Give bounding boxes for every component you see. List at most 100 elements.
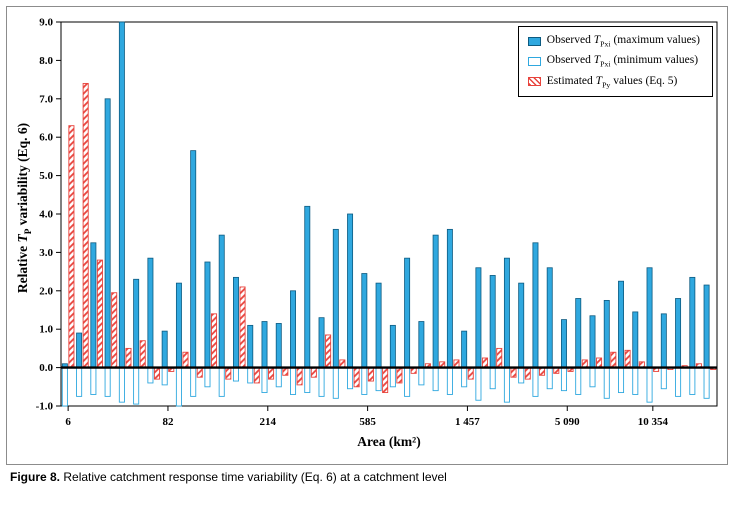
y-tick-label: 2.0	[39, 285, 53, 297]
bar-est	[610, 351, 617, 369]
bar-min	[532, 367, 539, 397]
bar-min	[503, 367, 510, 403]
bar-min	[689, 367, 696, 395]
bar-min	[247, 367, 254, 384]
legend-swatch-solid-blue	[527, 36, 541, 46]
bar-min	[589, 367, 596, 388]
y-tick-label: 8.0	[39, 55, 53, 67]
legend-label: Observed TPxi (minimum values)	[546, 54, 699, 69]
bar-est	[182, 351, 189, 369]
bar-max	[575, 298, 582, 369]
legend-label: Observed TPxi (maximum values)	[546, 34, 700, 49]
bar-max	[389, 324, 396, 368]
legend-label: Estimated TPy values (Eq. 5)	[546, 74, 678, 89]
bar-max	[347, 213, 354, 369]
bar-max	[190, 150, 197, 369]
bar-max	[290, 290, 296, 368]
bar-max	[233, 276, 239, 368]
figure-caption: Figure 8. Relative catchment response ti…	[10, 470, 734, 484]
bar-max	[76, 332, 83, 369]
bar-min	[461, 367, 468, 388]
bar-max	[561, 319, 567, 369]
legend: Observed TPxi (maximum values) Observed T…	[517, 26, 713, 97]
x-tick-label: 5 090	[555, 416, 580, 428]
x-tick-label: 6	[65, 416, 71, 428]
bar-min	[389, 367, 396, 388]
y-tick-label: -1.0	[36, 401, 54, 413]
bar-max	[375, 282, 382, 368]
bar-est	[82, 82, 89, 369]
legend-item: Estimated TPy values (Eq. 5)	[527, 74, 700, 89]
bar-min	[646, 367, 653, 403]
bar-min	[261, 367, 268, 394]
bar-min	[603, 367, 610, 399]
bar-max	[418, 321, 425, 368]
y-tick-label: 7.0	[39, 93, 53, 105]
bar-min	[118, 367, 125, 403]
bar-est	[225, 367, 232, 380]
bar-max	[475, 267, 482, 368]
bar-max	[546, 267, 553, 368]
bar-min	[418, 367, 425, 386]
bar-max	[104, 98, 111, 368]
bar-min	[190, 367, 197, 397]
bar-max	[660, 313, 667, 368]
bar-min	[575, 367, 582, 395]
bar-est	[211, 313, 218, 369]
legend-swatch-outline-blue	[527, 56, 541, 66]
bar-max	[175, 282, 182, 368]
figure-box: 9.0 8.0 7.0 6.0 5.0 4.0 3.0 2.0 1.0 0.0 -1.0 6 82 214…	[6, 6, 728, 465]
bar-min	[618, 367, 625, 394]
y-tick-label: 4.0	[39, 209, 53, 221]
x-tick-label: 82	[162, 416, 174, 428]
bar-min	[703, 367, 710, 399]
bar-est	[268, 367, 275, 380]
bar-max	[332, 228, 339, 369]
bar-min	[375, 367, 382, 392]
x-tick-label: 10 354	[638, 416, 669, 428]
bar-est	[481, 357, 488, 369]
bar-min	[133, 367, 140, 405]
bar-min	[204, 367, 211, 388]
bar-max	[489, 275, 496, 369]
bar-min	[147, 367, 154, 384]
bar-est	[68, 125, 75, 369]
bar-max	[304, 205, 311, 369]
bar-est	[296, 367, 303, 386]
bar-max	[275, 323, 282, 369]
bar-est	[96, 259, 103, 369]
bar-min	[446, 367, 453, 395]
bar-max	[589, 315, 596, 369]
y-tick-label: 0.0	[39, 362, 53, 374]
bar-max	[404, 257, 411, 369]
bar-min	[61, 367, 68, 407]
figure-caption-text: Relative catchment response time variabi…	[60, 470, 447, 484]
bar-est	[467, 367, 474, 380]
bar-est	[353, 367, 360, 388]
y-axis-title-text: Relative	[15, 242, 31, 294]
bar-max	[118, 21, 125, 369]
bar-max	[675, 298, 682, 369]
bar-max	[90, 242, 97, 369]
bar-max	[618, 280, 624, 369]
bar-max	[432, 234, 439, 368]
bar-min	[675, 367, 682, 397]
bar-est	[367, 367, 374, 382]
bar-min	[489, 367, 496, 390]
chart-area: 9.0 8.0 7.0 6.0 5.0 4.0 3.0 2.0 1.0 0.0 -1.0 6 82 214…	[11, 12, 723, 458]
bar-est	[111, 292, 118, 369]
bar-min	[104, 367, 111, 397]
bar-est	[253, 367, 260, 384]
bar-est	[325, 334, 332, 369]
bar-est	[382, 367, 389, 394]
bar-min	[318, 367, 325, 397]
bar-min	[560, 367, 567, 392]
legend-swatch-hatch-red	[527, 77, 541, 87]
bar-min	[175, 367, 182, 407]
y-tick-label: 5.0	[39, 170, 53, 182]
bar-min	[404, 367, 411, 397]
bar-min	[90, 367, 97, 395]
x-tick-label: 585	[359, 416, 376, 428]
bar-max	[646, 267, 653, 368]
y-tick-label: 1.0	[39, 324, 53, 336]
